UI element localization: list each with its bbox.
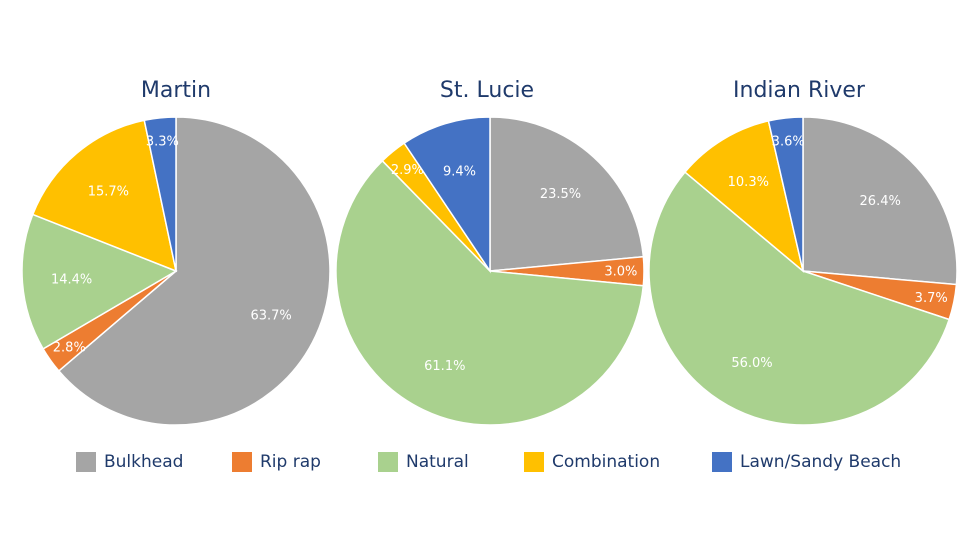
- chart-title: St. Lucie: [440, 78, 534, 103]
- legend-item-combination: Combination: [524, 452, 660, 472]
- data-label-natural: 14.4%: [51, 273, 92, 288]
- pie-slice-combination: [683, 120, 805, 274]
- data-label-lawn-sandy-beach: 3.3%: [146, 134, 179, 149]
- legend-swatch-natural: [378, 452, 398, 472]
- data-label-lawn-sandy-beach: 9.4%: [443, 164, 476, 179]
- pie-slice-bulkhead: [802, 116, 958, 286]
- data-label-rip-rap: 3.0%: [604, 265, 637, 280]
- pie-slice-natural: [648, 171, 951, 426]
- legend-label-combination: Combination: [552, 452, 661, 472]
- legend-item-bulkhead: Bulkhead: [76, 452, 183, 472]
- data-label-rip-rap: 2.8%: [53, 340, 86, 355]
- data-label-combination: 2.9%: [391, 163, 424, 178]
- legend-swatch-rip-rap: [232, 452, 252, 472]
- pie-slice-bulkhead: [57, 116, 331, 426]
- pie-slice-combination: [31, 119, 178, 273]
- data-label-bulkhead: 63.7%: [250, 308, 291, 323]
- data-label-natural: 56.0%: [731, 356, 772, 371]
- chart-title: Martin: [141, 78, 211, 103]
- pie-indian-river: Indian River 26.4% 3.7% 56.0% 10.3% 3.6%: [648, 78, 958, 426]
- legend-item-rip-rap: Rip rap: [232, 452, 321, 472]
- pie-slice-lawn-sandy-beach: [767, 116, 804, 272]
- legend-swatch-bulkhead: [76, 452, 96, 472]
- legend-item-lawn-sandy-beach: Lawn/Sandy Beach: [712, 452, 901, 472]
- legend-label-bulkhead: Bulkhead: [104, 452, 184, 472]
- pie-slice-natural: [21, 213, 178, 350]
- pie-slice-lawn-sandy-beach: [143, 116, 177, 272]
- legend-swatch-lawn-sandy-beach: [712, 452, 732, 472]
- data-label-natural: 61.1%: [424, 359, 465, 374]
- legend-item-natural: Natural: [378, 452, 469, 472]
- legend-swatch-combination: [524, 452, 544, 472]
- data-label-combination: 15.7%: [88, 185, 129, 200]
- legend-label-lawn-sandy-beach: Lawn/Sandy Beach: [740, 452, 902, 472]
- pie-martin: Martin 63.7% 2.8% 14.4% 15.7% 3.3%: [21, 78, 331, 426]
- data-label-bulkhead: 26.4%: [860, 194, 901, 209]
- chart-title: Indian River: [733, 78, 866, 103]
- pie-slice-lawn-sandy-beach: [403, 116, 491, 274]
- data-label-lawn-sandy-beach: 3.6%: [772, 134, 805, 149]
- pie-slice-bulkhead: [489, 116, 645, 272]
- legend-label-rip-rap: Rip rap: [260, 452, 321, 472]
- data-label-combination: 10.3%: [728, 175, 769, 190]
- legend: Bulkhead Rip rap Natural Combination Law…: [0, 448, 980, 482]
- data-label-rip-rap: 3.7%: [915, 291, 948, 306]
- legend-label-natural: Natural: [406, 452, 469, 472]
- pie-slice-natural: [335, 159, 645, 426]
- pie-st-lucie: St. Lucie 23.5% 3.0% 61.1% 2.9% 9.4%: [335, 78, 645, 426]
- data-label-bulkhead: 23.5%: [540, 187, 581, 202]
